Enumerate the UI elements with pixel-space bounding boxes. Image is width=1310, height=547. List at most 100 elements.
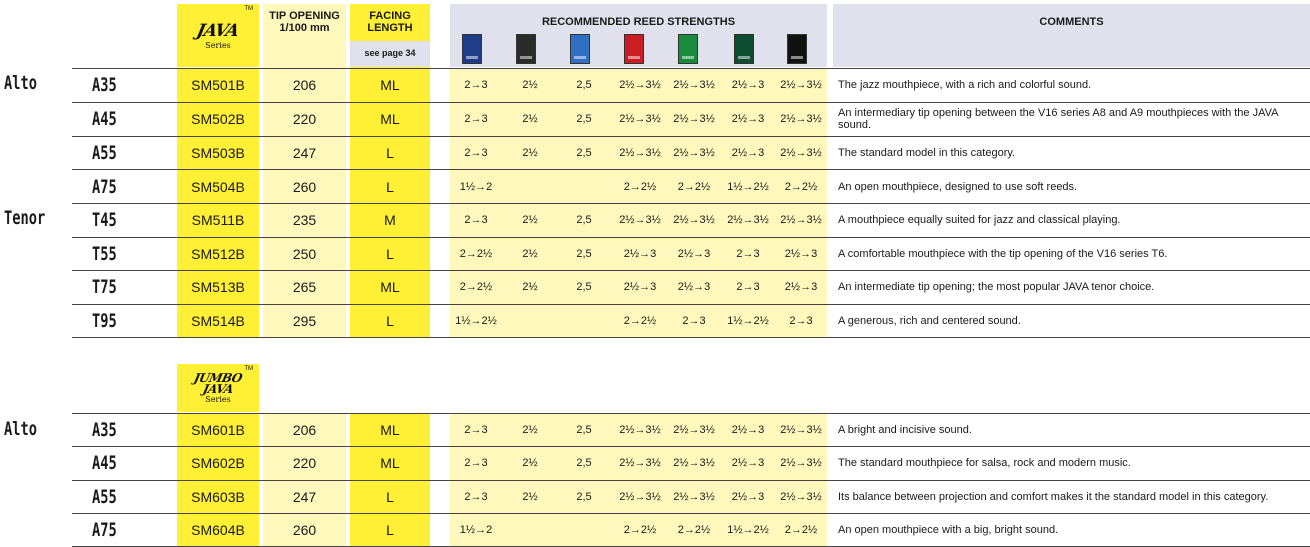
reed-strength-value: 2→3 — [464, 146, 488, 159]
model-name: T75 — [92, 276, 117, 299]
table-row: A45 SM602B 220 ML 2→3 2½ 2,5 2½→3½ 2½→3½ 2½→3 2½→3… — [72, 447, 1310, 481]
model-name: A35 — [92, 419, 117, 442]
table-row: T55 SM512B 250 L 2→2½ 2½ 2,5 2½→3 2½→3 2→3 2½→3 A c… — [72, 238, 1310, 271]
tip-opening-value: 247 — [292, 144, 317, 161]
reed-strength-value: 1½→2½ — [727, 523, 769, 536]
reed-strength-value: 2½→3½ — [619, 113, 661, 126]
table-row: T75 SM513B 265 ML 2→2½ 2½ 2,5 2½→3 2½→3 2→3 2½→3 An… — [72, 271, 1310, 305]
model-name: A35 — [92, 74, 117, 97]
reed-strength-value: 2½→3½ — [780, 490, 822, 503]
table-row: T45 SM511B 235 M 2→3 2½ 2,5 2½→3½ 2½→3½ 2½→3½ 2½→3… — [72, 204, 1310, 238]
reed-strength-value: 2½→3½ — [619, 457, 661, 470]
reed-strength-value: 2½→3½ — [780, 113, 822, 126]
facing-length-value: L — [386, 488, 394, 505]
reference-number: SM504B — [191, 178, 245, 195]
reference-number: SM501B — [191, 77, 245, 94]
jumbo-table-top-divider — [72, 413, 1310, 414]
reed-strength-value — [558, 514, 610, 546]
reed-strength-value: 2→3 — [464, 457, 488, 470]
model-name: A75 — [92, 518, 117, 541]
java-logo-series: Series — [205, 41, 231, 50]
tip-opening-header: TIP OPENING 1/100 mm — [263, 8, 346, 36]
facing-length-header: FACING LENGTH — [350, 8, 430, 36]
reference-number: SM603B — [191, 488, 245, 505]
tip-opening-value: 260 — [292, 178, 317, 195]
table-row: A55 SM503B 247 L 2→3 2½ 2,5 2½→3½ 2½→3½ 2½→3 2½→3½… — [72, 137, 1310, 171]
jumbo-logo-background — [177, 364, 259, 412]
jumbo-java-series-logo: TM JUMBO JAVA Series — [177, 364, 259, 412]
reed-strength-value — [504, 170, 556, 203]
reed-box-icon — [678, 34, 698, 64]
reference-number: SM512B — [191, 245, 245, 262]
ref-column-background — [177, 68, 259, 338]
tip-opening-value: 220 — [292, 455, 317, 472]
reed-strength-value: 2,5 — [576, 146, 592, 159]
reed-strength-value: 2½→3½ — [727, 214, 769, 227]
reed-strength-value: 2→2½ — [784, 523, 818, 536]
reed-box-icon — [516, 34, 536, 64]
length-label: LENGTH — [367, 22, 413, 34]
reed-strength-value: 1½→2½ — [727, 180, 769, 193]
reed-box-icon — [787, 34, 807, 64]
reed-strength-value: 2½→3½ — [780, 214, 822, 227]
reed-strength-value: 2→3 — [464, 79, 488, 92]
comments-header-background — [833, 4, 1310, 67]
section-label-tenor: Tenor — [4, 207, 46, 229]
table-row: A35 SM601B 206 ML 2→3 2½ 2,5 2½→3½ 2½→3½ 2½→3 2½→3… — [72, 414, 1310, 448]
reed-strength-value: 2→3 — [682, 314, 706, 327]
reed-strength-value: 2,5 — [576, 247, 592, 260]
comment-text: The standard mouthpiece for salsa, rock … — [838, 457, 1131, 470]
facing-length-value: L — [386, 312, 394, 329]
jumbo-logo-java: JAVA — [201, 381, 235, 396]
java-logo-background — [177, 4, 259, 67]
reed-strength-value: 2½→3½ — [780, 146, 822, 159]
comment-text: A generous, rich and centered sound. — [838, 314, 1021, 327]
reed-strength-value: 2,5 — [576, 113, 592, 126]
reed-strength-value: 1½→2½ — [455, 314, 497, 327]
reference-number: SM513B — [191, 279, 245, 296]
reed-strength-value: 2½→3½ — [619, 490, 661, 503]
comment-text: An open mouthpiece with a big, bright so… — [838, 523, 1059, 536]
see-page-background — [350, 41, 430, 67]
reed-strength-value: 2½→3 — [623, 281, 657, 294]
reed-strength-value: 2→3 — [736, 281, 760, 294]
reed-strength-value: 1½→2 — [459, 523, 493, 536]
reference-number: SM511B — [191, 212, 245, 229]
reference-number: SM503B — [191, 144, 245, 161]
table-row: A45 SM502B 220 ML 2→3 2½ 2,5 2½→3½ 2½→3½ 2½→3 2½→3… — [72, 103, 1310, 137]
facing-length-value: ML — [380, 422, 400, 439]
reed-strength-value: 2→2½ — [784, 180, 818, 193]
reed-strength-value: 2½→3 — [677, 247, 711, 260]
reference-number: SM602B — [191, 455, 245, 472]
trademark-mark-2: TM — [244, 366, 253, 372]
reed-strength-value: 2½ — [522, 214, 538, 227]
reed-strength-value: 2½ — [522, 79, 538, 92]
tip-opening-unit: 1/100 mm — [279, 22, 330, 34]
model-name: A75 — [92, 175, 117, 198]
reed-strength-value: 2½→3½ — [673, 424, 715, 437]
comment-text: An open mouthpiece, designed to use soft… — [838, 180, 1078, 193]
reed-strength-value: 1½→2½ — [727, 314, 769, 327]
reed-strength-value: 2,5 — [576, 79, 592, 92]
reed-strength-value: 2½→3 — [677, 281, 711, 294]
reed-strength-value: 2→2½ — [677, 523, 711, 536]
reed-strength-value: 2½ — [522, 146, 538, 159]
comment-text: A comfortable mouthpiece with the tip op… — [838, 247, 1168, 260]
reed-strength-value: 2½→3 — [731, 424, 765, 437]
java-logo-mark: JAVA — [195, 21, 241, 41]
reed-strength-value — [558, 305, 610, 338]
table-row: T95 SM514B 295 L 1½→2½ 2→2½ 2→3 1½→2½ 2→3 A gener… — [72, 305, 1310, 338]
tip-opening-label: TIP OPENING — [269, 10, 340, 22]
comment-text: Its balance between projection and comfo… — [838, 490, 1269, 503]
section-label-alto: Alto — [4, 72, 37, 94]
reed-strength-value: 2→2½ — [459, 281, 493, 294]
reed-box-icon — [462, 34, 482, 64]
facing-length-value: M — [384, 212, 396, 229]
reed-strength-value: 1½→2 — [459, 180, 493, 193]
reed-strength-value: 2→2½ — [623, 314, 657, 327]
tip-opening-value: 206 — [292, 77, 317, 94]
reference-number: SM601B — [191, 422, 245, 439]
reed-strength-value: 2,5 — [576, 490, 592, 503]
comment-text: A bright and incisive sound. — [838, 424, 972, 437]
jumbo-logo-series: Series — [205, 394, 231, 404]
